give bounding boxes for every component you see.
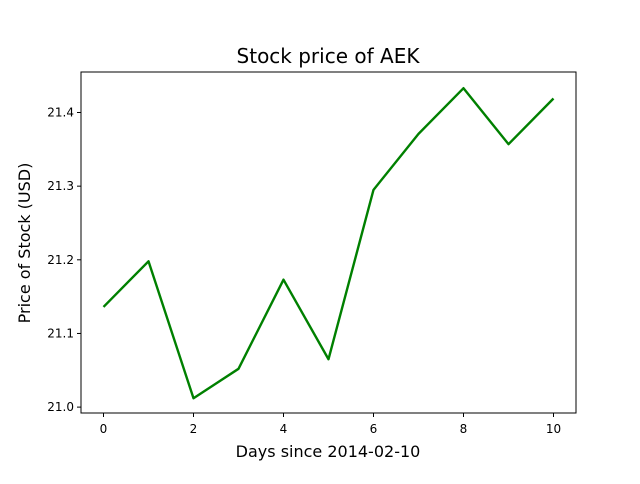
x-tick-label: 8	[460, 422, 468, 436]
plot-area: 0 2 4 6 8 10 21.0 21.1 21.2 21.3 21.4	[47, 71, 577, 436]
y-tick-label: 21.4	[47, 106, 74, 120]
x-tick-label: 4	[280, 422, 288, 436]
y-tick-label: 21.3	[47, 179, 74, 193]
x-tick-label: 10	[546, 422, 561, 436]
x-axis-label: Days since 2014-02-10	[236, 442, 421, 461]
x-tick-label: 2	[190, 422, 198, 436]
series-line	[102, 86, 555, 400]
axes-frame	[80, 71, 577, 414]
y-tick-label: 21.1	[47, 326, 74, 340]
y-axis-label: Price of Stock (USD)	[15, 163, 34, 324]
x-tick-label: 0	[100, 422, 108, 436]
x-tick-label: 6	[370, 422, 378, 436]
y-tick-label: 21.0	[47, 400, 74, 414]
y-tick-label: 21.2	[47, 253, 74, 267]
chart-title: Stock price of AEK	[237, 44, 421, 68]
